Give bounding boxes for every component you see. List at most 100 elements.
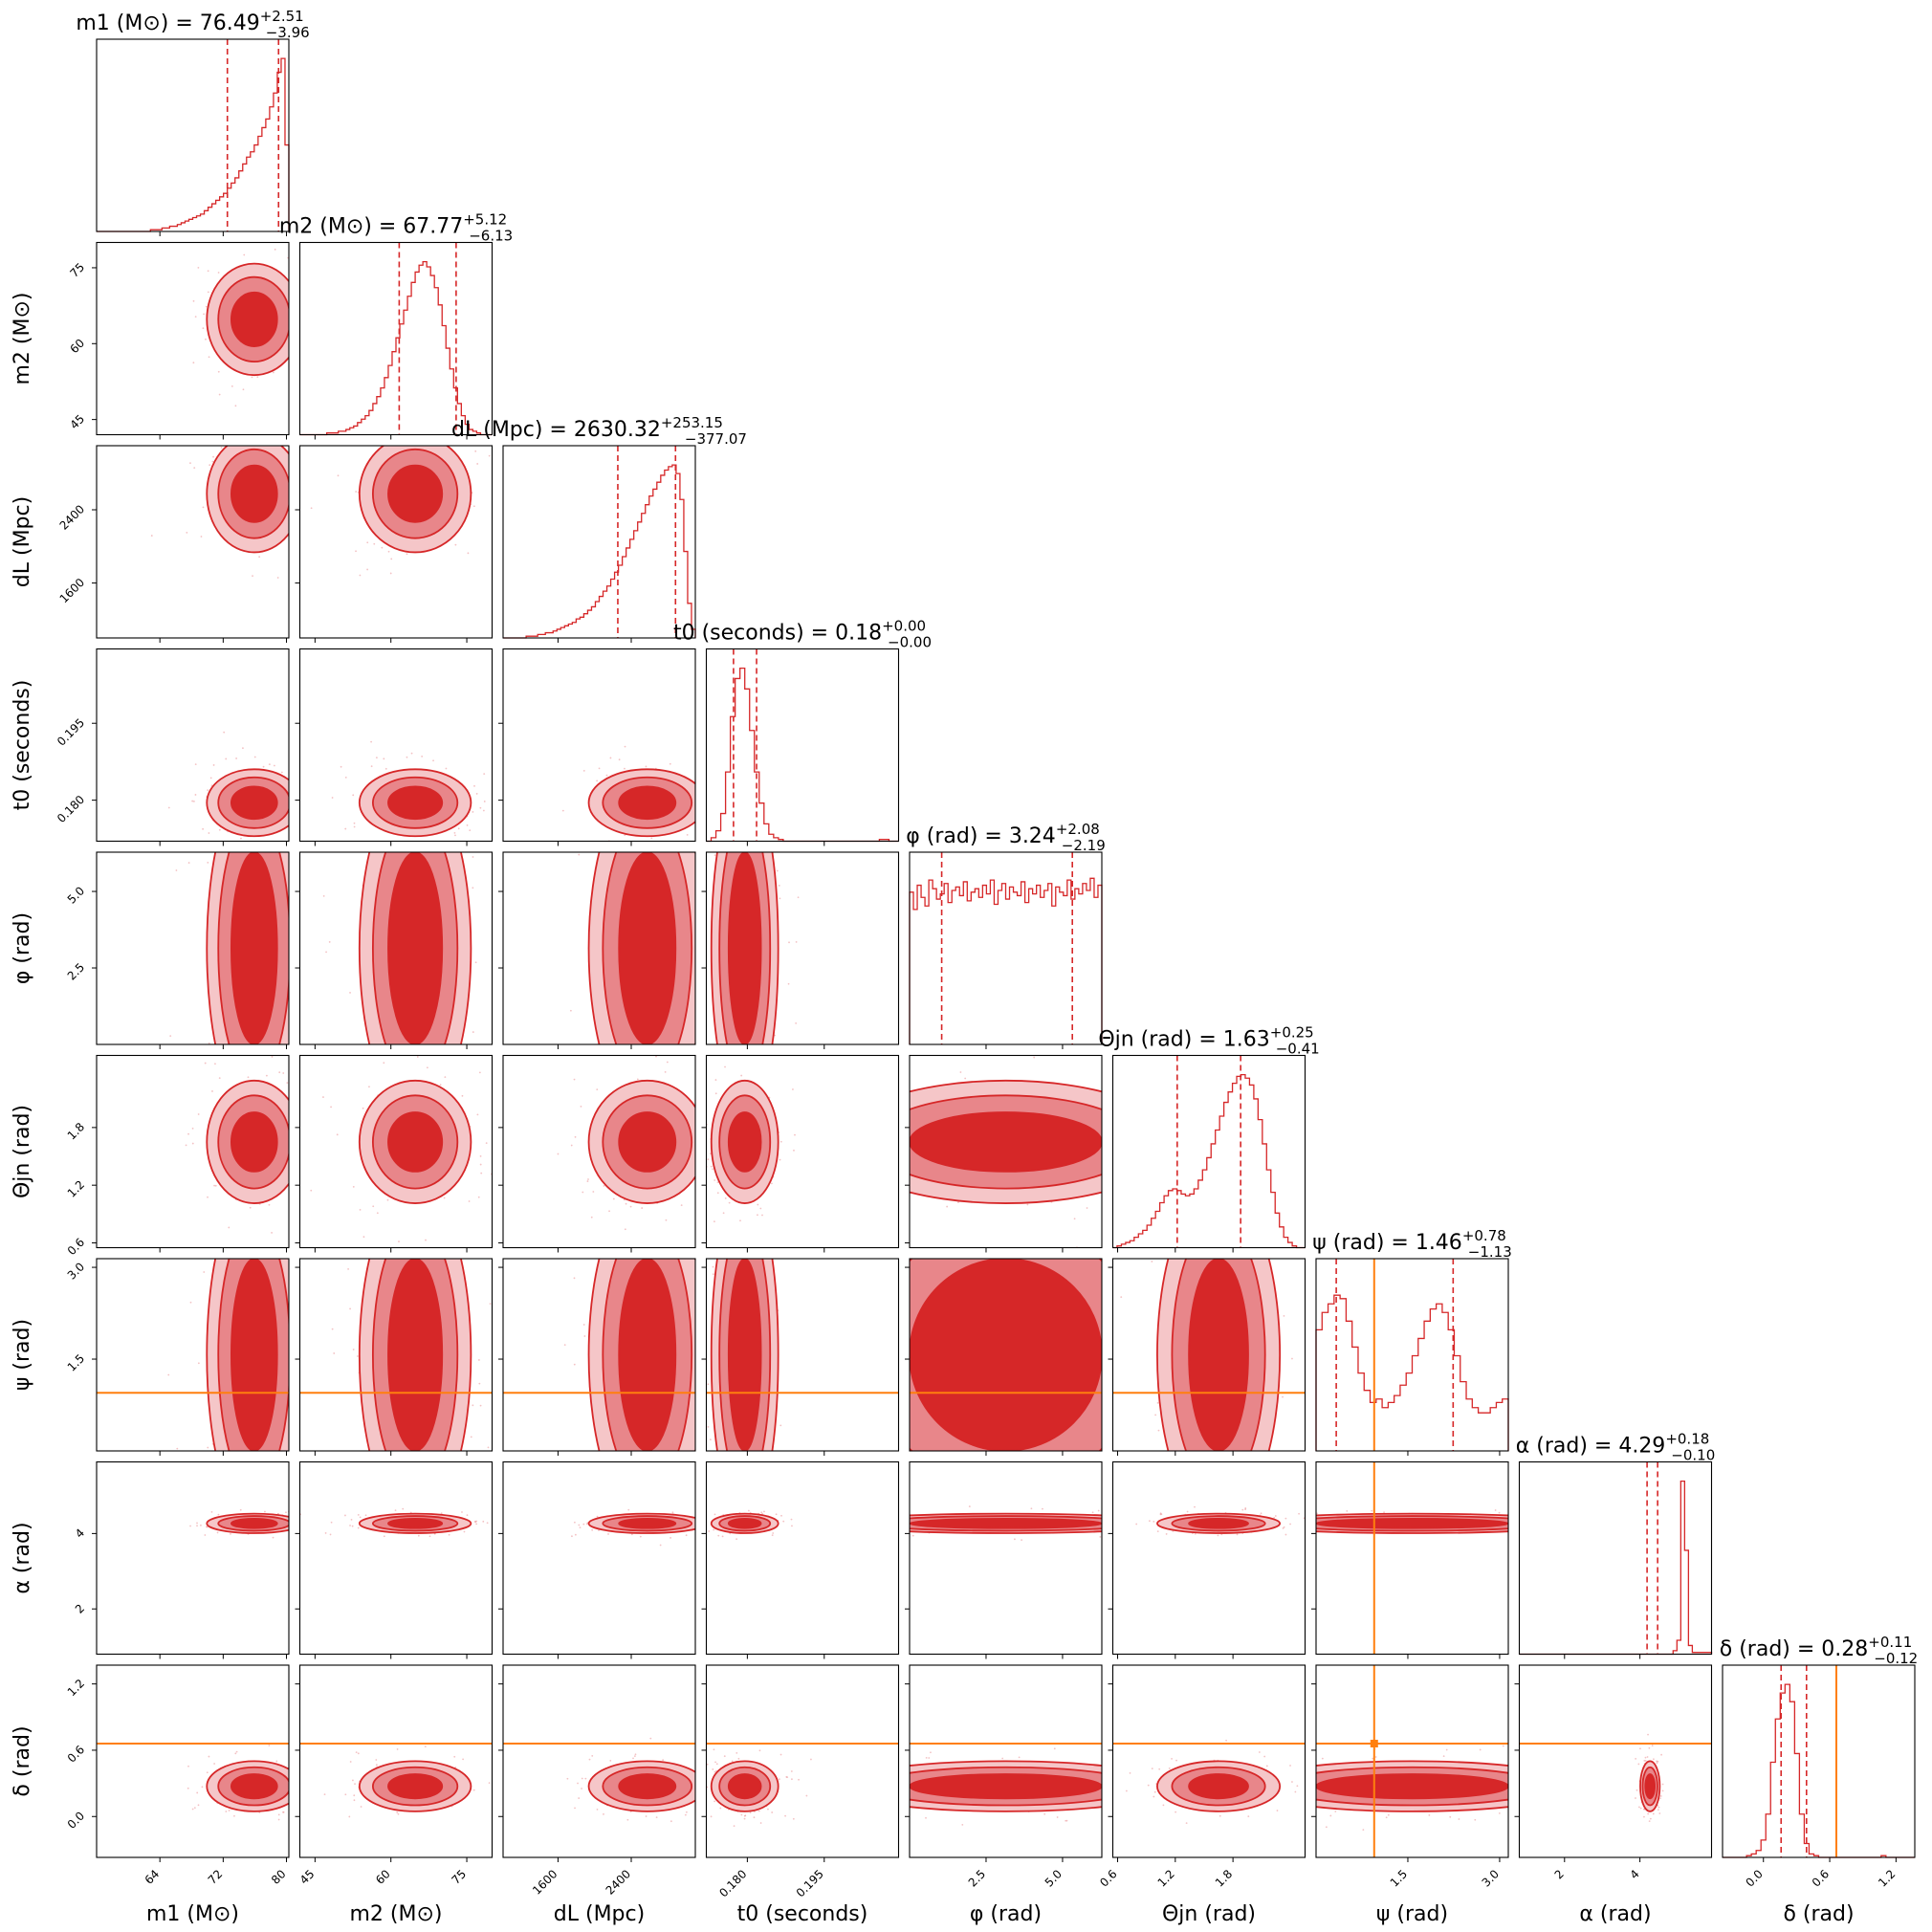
sample-point xyxy=(213,1763,216,1765)
sample-point xyxy=(1442,1755,1445,1758)
sample-point xyxy=(1125,1789,1128,1792)
sample-point xyxy=(590,1216,593,1218)
sample-point xyxy=(296,1515,297,1517)
y-axis-label: δ (rad) xyxy=(11,1725,34,1796)
sample-point xyxy=(207,291,209,294)
sample-point xyxy=(1274,1515,1277,1517)
sample-point xyxy=(1107,1795,1109,1797)
sample-point xyxy=(277,1813,280,1816)
panel-frame xyxy=(298,1258,494,1452)
density-layer xyxy=(563,1259,695,1451)
x-tick-label: 1.2 xyxy=(1876,1867,1898,1889)
joint-panel-1-7 xyxy=(295,1460,494,1659)
sample-point xyxy=(294,1120,296,1122)
sample-point xyxy=(740,1074,743,1077)
density-layer xyxy=(331,740,486,838)
sample-point xyxy=(1498,1811,1501,1814)
sample-point xyxy=(1637,1806,1640,1809)
sample-point xyxy=(268,1745,271,1746)
sample-point xyxy=(670,1820,672,1823)
sample-point xyxy=(1642,1808,1645,1811)
sample-point xyxy=(704,780,706,782)
panel-frame xyxy=(298,445,494,639)
sample-point xyxy=(225,757,228,760)
sample-point xyxy=(297,1511,299,1513)
panel-background xyxy=(503,446,695,638)
x-tick-label: 0.0 xyxy=(1743,1867,1765,1889)
panel-background xyxy=(1519,1461,1712,1655)
y-tick-label: 60 xyxy=(67,337,87,357)
sample-point xyxy=(344,776,347,779)
sample-point xyxy=(1644,1756,1647,1759)
sample-point xyxy=(669,762,671,765)
sample-point xyxy=(779,897,781,900)
sample-point xyxy=(624,767,626,770)
sample-point xyxy=(1653,1758,1655,1761)
sample-point xyxy=(596,1515,599,1518)
hist-panel-8: δ (rad) = 0.28+0.11 −0.120.0 0.6 1.2 xyxy=(1720,1634,1918,1890)
sample-point xyxy=(357,1752,360,1755)
density-layer xyxy=(185,1056,296,1234)
sample-point xyxy=(1658,1812,1661,1814)
density-layer xyxy=(323,1745,491,1818)
sample-point xyxy=(295,1081,296,1083)
sample-point xyxy=(739,1459,741,1460)
sample-point xyxy=(203,1271,206,1273)
sample-point xyxy=(911,1534,914,1537)
sample-point xyxy=(468,1200,471,1202)
panel-background xyxy=(1723,1665,1915,1857)
sample-point xyxy=(710,1165,713,1168)
joint-panel-0-7: 24 xyxy=(73,1460,299,1659)
sample-point xyxy=(478,1382,481,1385)
x-tick-label: 64 xyxy=(143,1867,163,1887)
panel-frame xyxy=(1315,1460,1509,1656)
sample-point xyxy=(1065,1819,1067,1822)
contour-level-3 xyxy=(387,1773,444,1800)
contour-level-3 xyxy=(910,1259,1102,1451)
sample-point xyxy=(739,1219,741,1222)
sample-point xyxy=(583,1335,586,1337)
x-tick-label: 2400 xyxy=(604,1867,633,1897)
sample-point xyxy=(563,1344,566,1347)
sample-point xyxy=(488,1782,491,1784)
sample-point xyxy=(1168,1767,1171,1769)
sample-point xyxy=(1308,1386,1310,1388)
sample-point xyxy=(1661,1783,1664,1786)
sample-point xyxy=(608,1210,610,1213)
sample-point xyxy=(357,1513,360,1516)
contour-level-3 xyxy=(618,1259,677,1451)
sample-point xyxy=(191,1127,194,1130)
sample-point xyxy=(479,1163,482,1166)
sample-point xyxy=(1149,1520,1151,1523)
sample-point xyxy=(574,1533,577,1536)
sample-point xyxy=(1639,1807,1642,1810)
sample-point xyxy=(1298,1512,1300,1515)
sample-point xyxy=(627,1508,630,1511)
sample-point xyxy=(662,1759,665,1762)
sample-point xyxy=(352,1349,355,1350)
sample-point xyxy=(293,1520,295,1522)
sample-point xyxy=(402,1507,405,1510)
sample-point xyxy=(714,1513,716,1516)
hist-panel-5: Θjn (rad) = 1.63+0.25 −0.41 xyxy=(1098,1024,1320,1253)
sample-point xyxy=(1175,1759,1177,1762)
sample-point xyxy=(1257,1451,1259,1453)
sample-point xyxy=(1652,1812,1655,1815)
sample-point xyxy=(695,1793,697,1795)
sample-point xyxy=(1042,1507,1043,1510)
sample-point xyxy=(383,1062,385,1065)
panel-frame xyxy=(298,1460,494,1656)
sample-point xyxy=(596,779,599,782)
sample-point xyxy=(584,1777,587,1780)
sample-point xyxy=(286,1082,289,1085)
sample-point xyxy=(329,1533,332,1536)
y-axis-label: m2 (M⊙) xyxy=(11,292,34,384)
sample-point xyxy=(707,1426,710,1428)
sample-point xyxy=(712,1265,714,1268)
panel-title: δ (rad) = 0.28+0.11 −0.12 xyxy=(1720,1634,1918,1667)
sample-point xyxy=(792,1817,795,1820)
sample-point xyxy=(1154,1414,1157,1416)
sample-point xyxy=(574,1807,576,1810)
sample-point xyxy=(704,1790,706,1792)
